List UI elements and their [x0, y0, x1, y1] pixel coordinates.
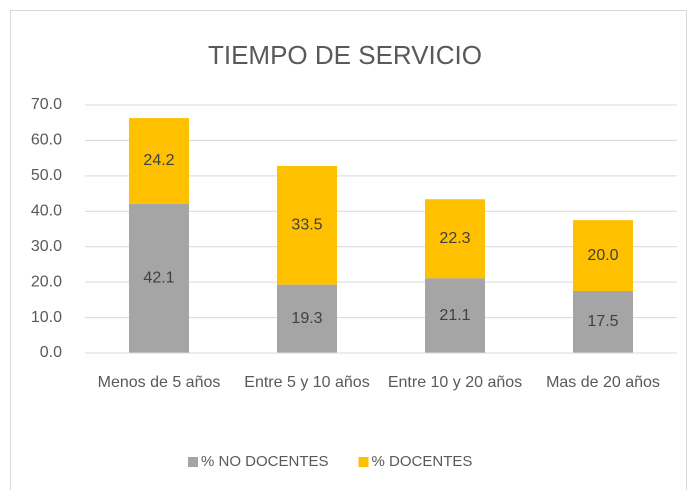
legend-label: % DOCENTES [372, 453, 473, 470]
bar-segment [129, 203, 189, 353]
x-tick-label: Entre 10 y 20 años [387, 374, 523, 391]
bar-segment [129, 118, 189, 204]
legend-swatch [358, 457, 369, 467]
data-label: 17.5 [587, 313, 618, 330]
y-tick-label: 10.0 [31, 309, 62, 326]
y-tick-label: 40.0 [31, 203, 62, 220]
legend-swatch [188, 457, 198, 467]
x-tick-label: Menos de 5 años [97, 374, 221, 391]
data-label: 20.0 [587, 247, 618, 264]
bar-segment [425, 278, 485, 353]
legend-label: % NO DOCENTES [201, 453, 329, 470]
data-label: 22.3 [439, 230, 470, 247]
bar-segment [425, 199, 485, 279]
data-label: 21.1 [439, 307, 470, 324]
data-label: 19.3 [291, 310, 322, 327]
bar-segment [277, 284, 337, 353]
y-tick-label: 60.0 [31, 132, 62, 149]
y-tick-label: 20.0 [31, 273, 62, 290]
data-label: 42.1 [143, 270, 174, 287]
data-label: 33.5 [291, 216, 322, 233]
y-tick-label: 50.0 [31, 167, 62, 184]
y-tick-label: 70.0 [31, 96, 62, 113]
bar-segment [573, 291, 633, 353]
data-label: 24.2 [143, 152, 174, 169]
x-tick-label: Entre 5 y 10 años [244, 374, 370, 391]
y-tick-label: 0.0 [40, 344, 62, 361]
bar-segment [277, 165, 337, 285]
x-tick-label: Mas de 20 años [546, 374, 660, 391]
bar-segment [573, 220, 633, 291]
y-tick-label: 30.0 [31, 238, 62, 255]
chart-border [10, 10, 687, 490]
chart-title: TIEMPO DE SERVICIO [208, 40, 482, 70]
